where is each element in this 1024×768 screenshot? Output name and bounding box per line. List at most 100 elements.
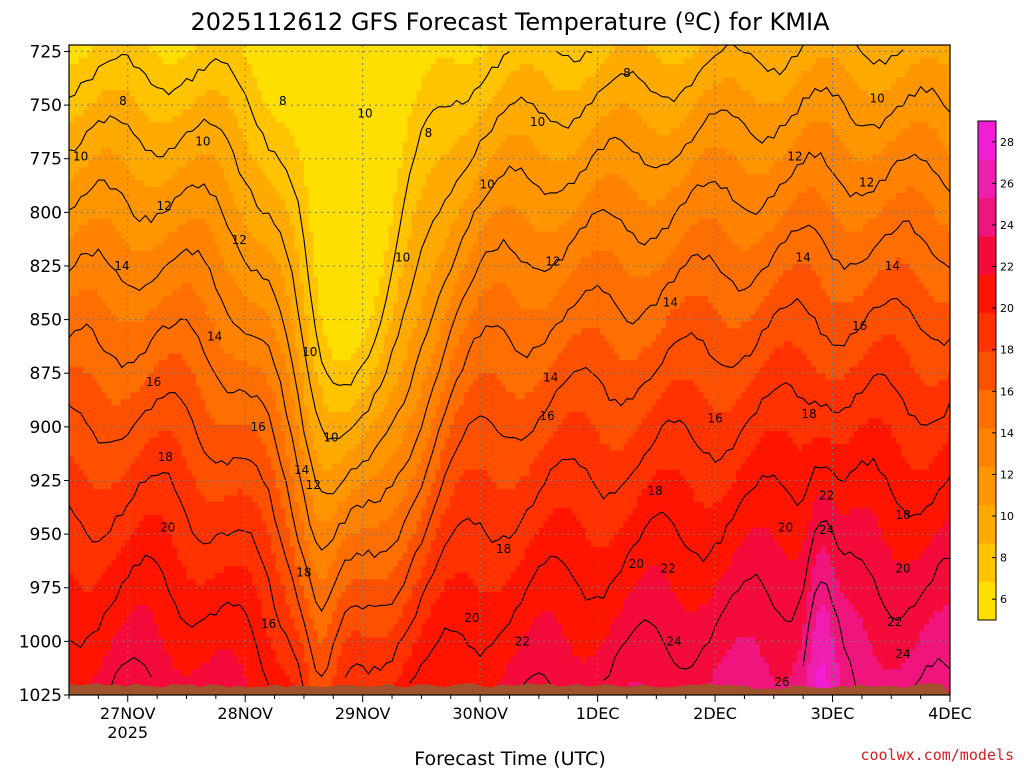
temperature-cell bbox=[266, 585, 272, 593]
temperature-cell bbox=[115, 379, 122, 387]
temperature-cell bbox=[172, 630, 178, 638]
temperature-cell bbox=[186, 244, 192, 252]
temperature-cell bbox=[209, 160, 216, 168]
temperature-cell bbox=[219, 122, 225, 130]
temperature-cell bbox=[115, 669, 122, 677]
temperature-cell bbox=[191, 212, 197, 220]
temperature-cell bbox=[106, 379, 112, 387]
temperature-cell bbox=[285, 115, 291, 123]
temperature-cell bbox=[280, 186, 286, 194]
temperature-cell bbox=[181, 508, 188, 516]
temperature-cell bbox=[219, 218, 225, 226]
temperature-cell bbox=[125, 469, 131, 477]
temperature-cell bbox=[191, 675, 197, 683]
temperature-cell bbox=[233, 212, 239, 220]
temperature-cell bbox=[158, 682, 164, 690]
temperature-cell bbox=[172, 180, 178, 188]
temperature-cell bbox=[172, 450, 178, 458]
temperature-cell bbox=[209, 495, 216, 503]
temperature-cell bbox=[111, 482, 117, 490]
temperature-cell bbox=[238, 238, 244, 246]
temperature-cell bbox=[247, 675, 253, 683]
temperature-cell bbox=[252, 289, 258, 297]
temperature-cell bbox=[191, 585, 197, 593]
temperature-cell bbox=[238, 437, 244, 445]
temperature-cell bbox=[209, 45, 216, 53]
temperature-cell bbox=[106, 643, 112, 651]
temperature-cell bbox=[275, 244, 282, 252]
temperature-cell bbox=[266, 437, 272, 445]
temperature-cell bbox=[280, 199, 286, 207]
temperature-cell bbox=[83, 463, 89, 471]
temperature-cell bbox=[280, 289, 286, 297]
temperature-cell bbox=[294, 444, 300, 452]
temperature-cell bbox=[144, 643, 150, 651]
temperature-cell bbox=[271, 585, 277, 593]
temperature-cell bbox=[83, 90, 89, 98]
temperature-cell bbox=[111, 225, 117, 233]
temperature-cell bbox=[78, 669, 84, 677]
temperature-cell bbox=[256, 418, 263, 426]
temperature-cell bbox=[233, 637, 239, 645]
temperature-cell bbox=[261, 295, 267, 304]
temperature-cell bbox=[148, 617, 155, 625]
temperature-cell bbox=[83, 482, 89, 490]
temperature-cell bbox=[261, 566, 267, 574]
temperature-cell bbox=[219, 128, 225, 136]
temperature-cell bbox=[158, 476, 164, 484]
temperature-cell bbox=[289, 675, 296, 683]
temperature-cell bbox=[261, 173, 267, 181]
temperature-cell bbox=[134, 341, 141, 349]
temperature-cell bbox=[219, 585, 225, 593]
temperature-cell bbox=[294, 328, 300, 336]
temperature-cell bbox=[191, 141, 197, 149]
temperature-cell bbox=[191, 263, 197, 271]
temperature-cell bbox=[186, 328, 192, 336]
temperature-cell bbox=[125, 598, 131, 606]
temperature-cell bbox=[83, 122, 89, 130]
temperature-cell bbox=[125, 315, 131, 323]
temperature-cell bbox=[271, 347, 277, 355]
temperature-cell bbox=[83, 669, 89, 677]
temperature-cell bbox=[120, 276, 126, 284]
temperature-cell bbox=[92, 154, 98, 162]
temperature-cell bbox=[130, 135, 136, 143]
temperature-cell bbox=[181, 566, 188, 574]
temperature-cell bbox=[172, 546, 178, 555]
temperature-cell bbox=[69, 540, 75, 548]
temperature-cell bbox=[261, 418, 267, 426]
temperature-cell bbox=[209, 553, 216, 561]
temperature-cell bbox=[78, 70, 84, 78]
temperature-cell bbox=[167, 643, 173, 651]
temperature-cell bbox=[83, 160, 89, 168]
temperature-cell bbox=[125, 147, 131, 156]
temperature-cell bbox=[153, 180, 159, 188]
temperature-cell bbox=[186, 135, 192, 143]
temperature-cell bbox=[228, 115, 235, 123]
temperature-cell bbox=[125, 579, 131, 587]
temperature-cell bbox=[162, 193, 169, 201]
temperature-cell bbox=[219, 353, 225, 361]
temperature-cell bbox=[280, 83, 286, 91]
temperature-cell bbox=[69, 160, 75, 168]
temperature-cell bbox=[158, 147, 164, 156]
temperature-cell bbox=[266, 501, 272, 509]
temperature-cell bbox=[130, 180, 136, 188]
temperature-cell bbox=[205, 167, 211, 175]
temperature-cell bbox=[224, 283, 230, 291]
temperature-cell bbox=[200, 102, 206, 110]
temperature-cell bbox=[186, 669, 192, 677]
temperature-cell bbox=[209, 527, 216, 535]
temperature-cell bbox=[144, 70, 150, 78]
temperature-cell bbox=[261, 501, 267, 509]
temperature-cell bbox=[115, 102, 122, 110]
temperature-cell bbox=[191, 643, 197, 651]
temperature-cell bbox=[120, 77, 126, 85]
temperature-cell bbox=[224, 328, 230, 336]
temperature-cell bbox=[186, 154, 192, 162]
temperature-cell bbox=[280, 534, 286, 542]
temperature-cell bbox=[97, 360, 103, 368]
temperature-cell bbox=[271, 167, 277, 175]
temperature-cell bbox=[186, 77, 192, 85]
temperature-cell bbox=[130, 566, 136, 574]
